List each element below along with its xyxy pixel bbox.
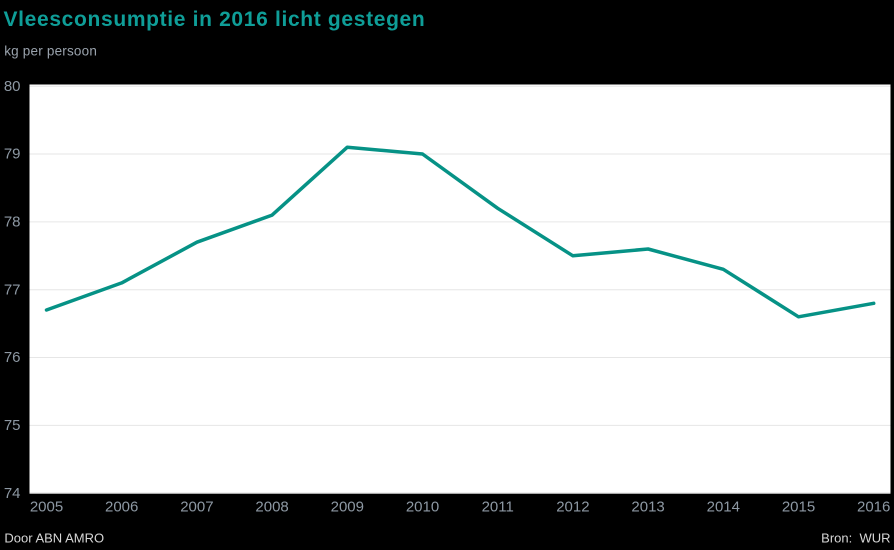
svg-text:kg per persoon: kg per persoon — [4, 44, 97, 59]
svg-text:2015: 2015 — [782, 499, 815, 516]
svg-text:2012: 2012 — [556, 499, 589, 516]
svg-text:76: 76 — [4, 349, 21, 366]
svg-text:2016: 2016 — [857, 499, 890, 516]
svg-text:2014: 2014 — [707, 499, 740, 516]
svg-text:Door ABN AMRO: Door ABN AMRO — [4, 531, 104, 546]
svg-text:78: 78 — [4, 214, 21, 231]
svg-text:2013: 2013 — [631, 499, 664, 516]
svg-text:2010: 2010 — [406, 499, 439, 516]
svg-text:77: 77 — [4, 281, 21, 298]
svg-text:74: 74 — [4, 485, 21, 502]
svg-text:2011: 2011 — [482, 499, 514, 516]
svg-text:2008: 2008 — [255, 499, 288, 516]
svg-text:2005: 2005 — [30, 499, 63, 516]
svg-text:75: 75 — [4, 417, 21, 434]
svg-text:Vleesconsumptie in 2016 licht: Vleesconsumptie in 2016 licht gestegen — [4, 8, 426, 31]
svg-text:80: 80 — [4, 78, 21, 95]
svg-text:2006: 2006 — [105, 499, 138, 516]
svg-text:2009: 2009 — [331, 499, 364, 516]
svg-text:79: 79 — [4, 146, 21, 163]
svg-text:Bron: WUR: Bron: WUR — [821, 531, 890, 546]
svg-text:2007: 2007 — [180, 499, 213, 516]
